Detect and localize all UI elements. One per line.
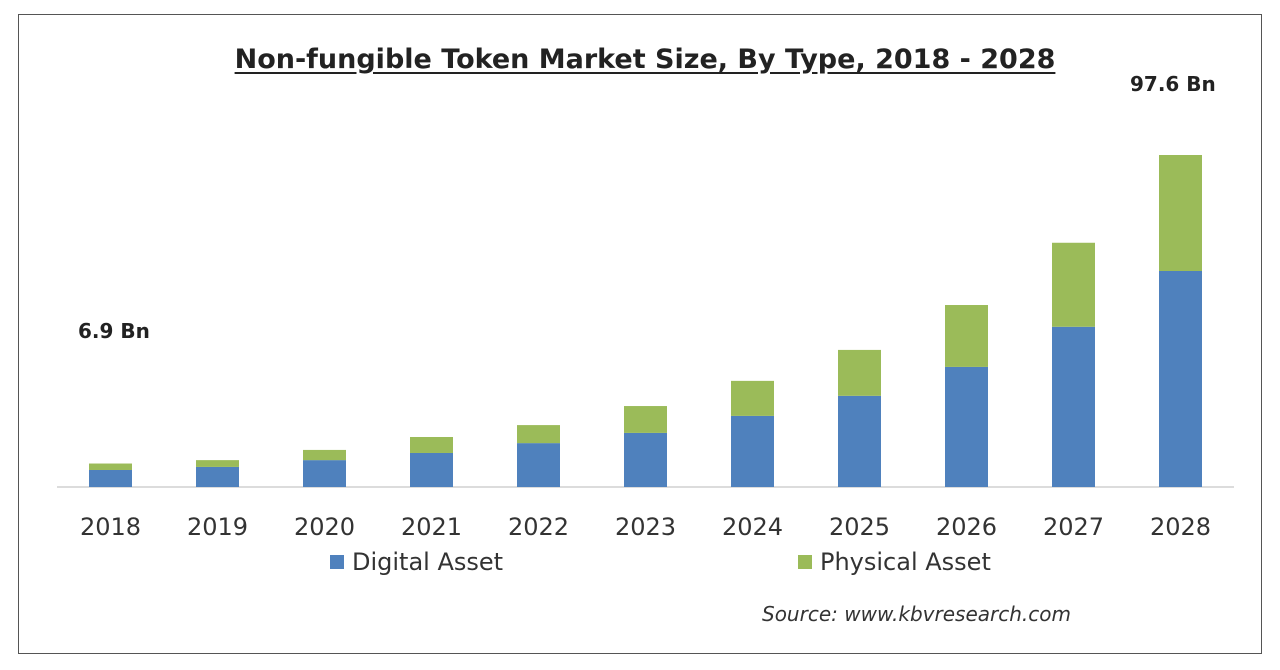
bar-digital-2018 bbox=[89, 469, 132, 487]
chart-frame bbox=[18, 14, 1262, 654]
x-tick-label: 2019 bbox=[187, 513, 248, 541]
bar-digital-2028 bbox=[1159, 270, 1202, 487]
chart-title: Non-fungible Token Market Size, By Type,… bbox=[234, 44, 1056, 75]
x-tick-label: 2022 bbox=[508, 513, 569, 541]
bar-digital-2023 bbox=[624, 432, 667, 487]
bar-digital-2019 bbox=[196, 466, 239, 487]
bar-physical-2028 bbox=[1159, 155, 1202, 271]
bar-physical-2027 bbox=[1052, 242, 1095, 327]
bar-physical-2023 bbox=[624, 406, 667, 433]
legend-swatch-physical bbox=[798, 555, 812, 569]
bar-physical-2024 bbox=[731, 380, 774, 416]
bar-physical-2019 bbox=[196, 460, 239, 467]
x-tick-label: 2023 bbox=[615, 513, 676, 541]
x-tick-label: 2024 bbox=[722, 513, 783, 541]
bar-physical-2021 bbox=[410, 436, 453, 453]
bar-digital-2024 bbox=[731, 415, 774, 487]
x-tick-label: 2020 bbox=[294, 513, 355, 541]
bar-digital-2027 bbox=[1052, 326, 1095, 487]
bar-digital-2022 bbox=[517, 443, 560, 487]
legend-swatch-digital bbox=[330, 555, 344, 569]
legend-item-physical: Physical Asset bbox=[798, 548, 991, 576]
legend-item-digital: Digital Asset bbox=[330, 548, 503, 576]
x-tick-label: 2027 bbox=[1043, 513, 1104, 541]
legend-label-physical: Physical Asset bbox=[820, 548, 991, 576]
legend-label-digital: Digital Asset bbox=[352, 548, 504, 576]
bar-digital-2020 bbox=[303, 460, 346, 487]
bar-physical-2025 bbox=[838, 349, 881, 396]
bar-digital-2026 bbox=[945, 366, 988, 487]
bar-physical-2022 bbox=[517, 425, 560, 444]
bar-digital-2025 bbox=[838, 395, 881, 487]
source-note: Source: www.kbvresearch.com bbox=[762, 602, 1071, 626]
bar-physical-2020 bbox=[303, 449, 346, 461]
x-tick-label: 2028 bbox=[1150, 513, 1211, 541]
bar-physical-2018 bbox=[89, 463, 132, 470]
x-tick-label: 2018 bbox=[80, 513, 141, 541]
annotation-2028-total: 97.6 Bn bbox=[1130, 72, 1216, 96]
bar-physical-2026 bbox=[945, 305, 988, 367]
bar-digital-2021 bbox=[410, 452, 453, 487]
x-tick-label: 2026 bbox=[936, 513, 997, 541]
x-tick-label: 2025 bbox=[829, 513, 890, 541]
annotation-2018-total: 6.9 Bn bbox=[78, 319, 150, 343]
x-tick-label: 2021 bbox=[401, 513, 462, 541]
